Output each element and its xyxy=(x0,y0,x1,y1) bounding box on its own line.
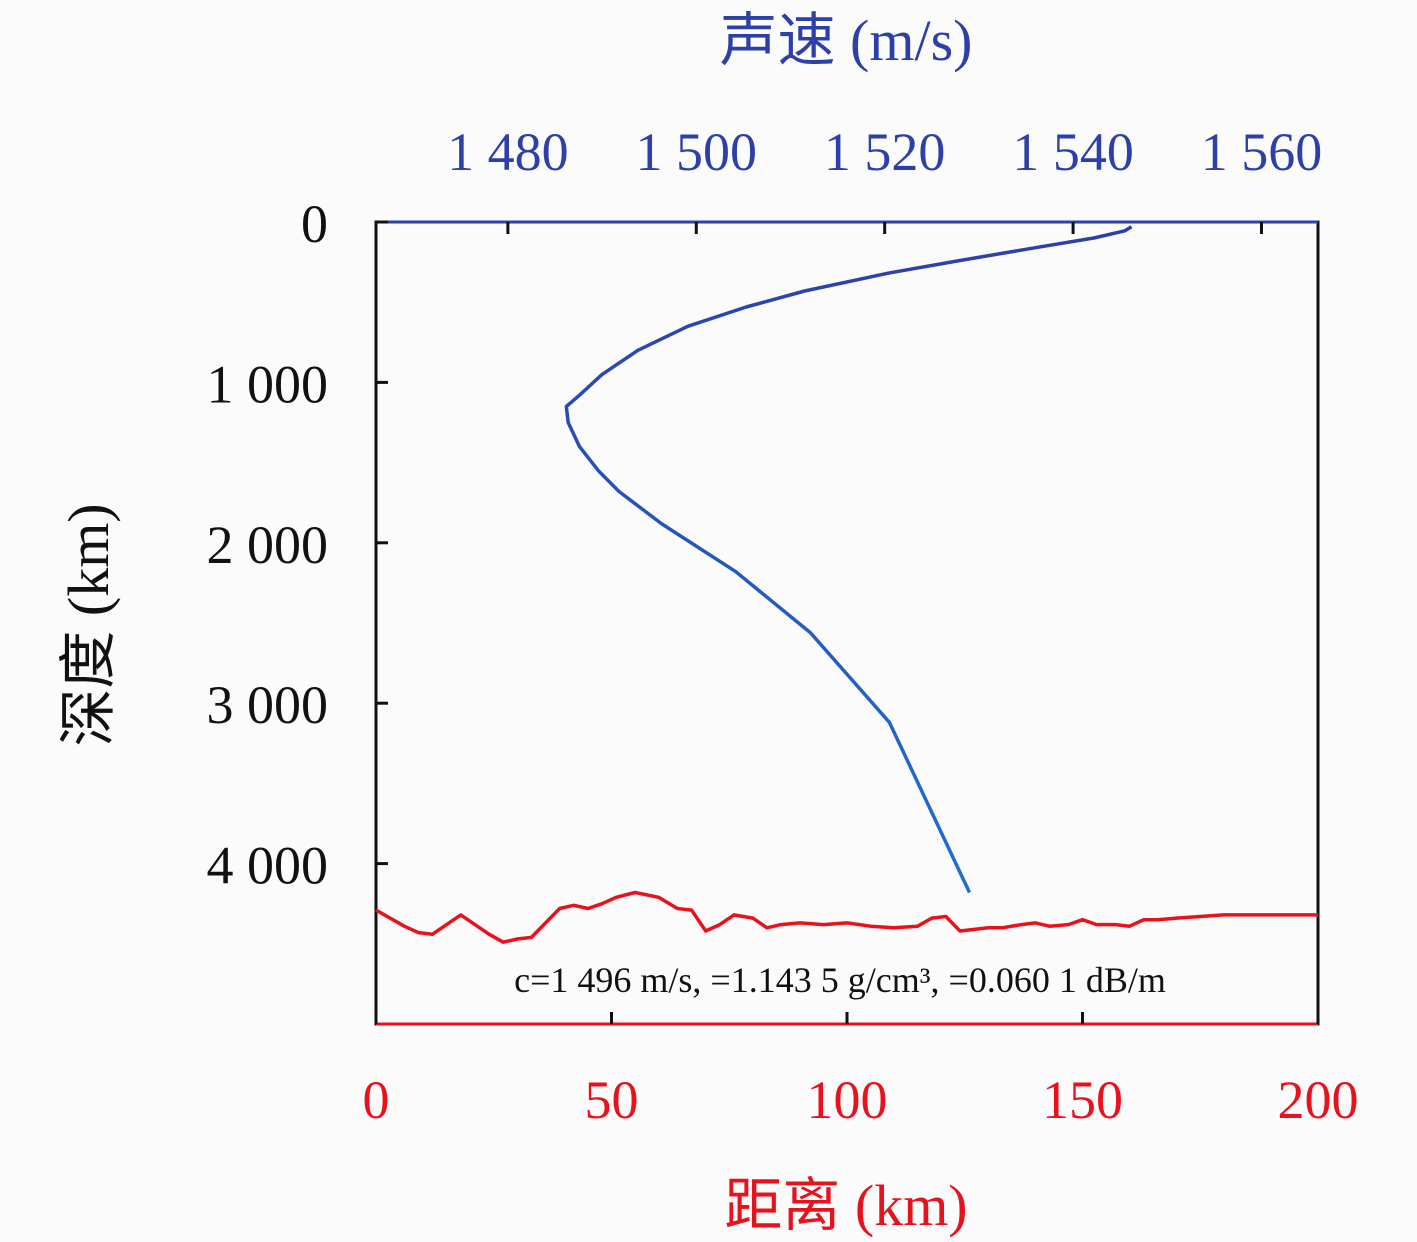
top-tick-label: 1 540 xyxy=(1012,122,1134,182)
left-tick-label: 0 xyxy=(301,194,328,254)
bottom-tick-label: 200 xyxy=(1278,1070,1359,1130)
top-tick-label: 1 480 xyxy=(447,122,569,182)
top-axis-title: 声速 (m/s) xyxy=(720,8,973,73)
top-tick-label: 1 520 xyxy=(824,122,946,182)
sound-speed-profile-line xyxy=(564,225,1133,894)
bottom-tick-label: 0 xyxy=(363,1070,390,1130)
left-tick-label: 2 000 xyxy=(207,515,329,575)
top-tick-label: 1 560 xyxy=(1201,122,1323,182)
left-tick-label: 1 000 xyxy=(207,354,329,414)
plot-frame xyxy=(374,220,1320,1026)
parameters-annotation: c=1 496 m/s, =1.143 5 g/cm³, =0.060 1 dB… xyxy=(514,960,1166,1000)
bottom-tick-label: 150 xyxy=(1042,1070,1123,1130)
ticks-layer: 1 480 1 500 1 520 1 540 1 560 0 50 100 150 200 0 1 … xyxy=(207,122,1359,1130)
left-tick-label: 3 000 xyxy=(207,675,329,735)
seabed-depth-line xyxy=(375,890,1318,944)
bottom-tick-label: 50 xyxy=(585,1070,639,1130)
left-tick-label: 4 000 xyxy=(207,836,329,896)
top-tick-label: 1 500 xyxy=(636,122,758,182)
series-layer xyxy=(375,225,1318,944)
bottom-tick-label: 100 xyxy=(807,1070,888,1130)
left-axis-title: 深度 (km) xyxy=(56,503,121,746)
bottom-axis-title: 距离 (km) xyxy=(724,1173,967,1238)
